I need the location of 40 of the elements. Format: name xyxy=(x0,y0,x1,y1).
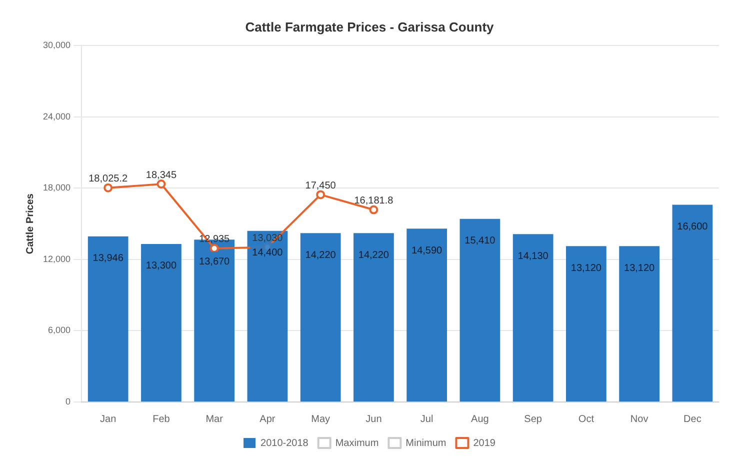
x-tick-label: Jan xyxy=(100,414,116,425)
y-axis-title: Cattle Prices xyxy=(24,193,36,254)
data-label: 18,345 xyxy=(146,170,177,181)
x-tick-label: Aug xyxy=(471,414,489,425)
data-label: 13,120 xyxy=(570,262,602,274)
x-tick-label: Feb xyxy=(152,414,170,425)
y-tick-label: 6,000 xyxy=(48,325,71,336)
data-label: 17,450 xyxy=(305,180,336,192)
x-tick-label: Jul xyxy=(420,414,434,425)
x-tick-label: Mar xyxy=(206,414,224,425)
x-tick-label: Nov xyxy=(630,414,648,425)
data-label: 14,590 xyxy=(412,245,443,256)
legend-label: 2019 xyxy=(473,438,496,449)
legend-label: Minimum xyxy=(406,438,446,449)
legend-label: Maximum xyxy=(335,438,379,449)
x-tick-label: Oct xyxy=(578,414,594,425)
x-tick-label: Sep xyxy=(524,414,542,425)
y-tick-label: 24,000 xyxy=(42,111,71,122)
y-tick-label: 18,000 xyxy=(42,182,71,193)
data-label: 14,220 xyxy=(358,250,390,261)
y-tick-label: 30,000 xyxy=(42,40,71,50)
x-tick-label: Dec xyxy=(684,414,702,425)
data-label: 13,946 xyxy=(92,253,124,264)
data-label: 13,670 xyxy=(199,256,230,268)
data-label: 13,300 xyxy=(146,260,177,272)
data-label: 18,025.2 xyxy=(88,174,128,185)
x-tick-label: Apr xyxy=(260,414,276,425)
data-label: 14,220 xyxy=(305,250,336,261)
x-tick-label: Jun xyxy=(366,414,382,425)
y-tick-label: 0 xyxy=(66,396,71,406)
data-label: 16,181.8 xyxy=(354,196,394,207)
data-label: 15,410 xyxy=(464,236,496,247)
y-tick-label: 12,000 xyxy=(42,254,71,264)
data-label: 16,600 xyxy=(677,222,708,233)
data-label: 14,130 xyxy=(518,250,549,262)
data-label: 13,120 xyxy=(624,262,656,274)
chart-title: Cattle Farmgate Prices - Garissa County xyxy=(245,19,495,34)
x-tick-label: May xyxy=(311,414,330,425)
legend-label: 2010-2018 xyxy=(260,438,309,449)
data-label: 14,400 xyxy=(252,248,284,259)
